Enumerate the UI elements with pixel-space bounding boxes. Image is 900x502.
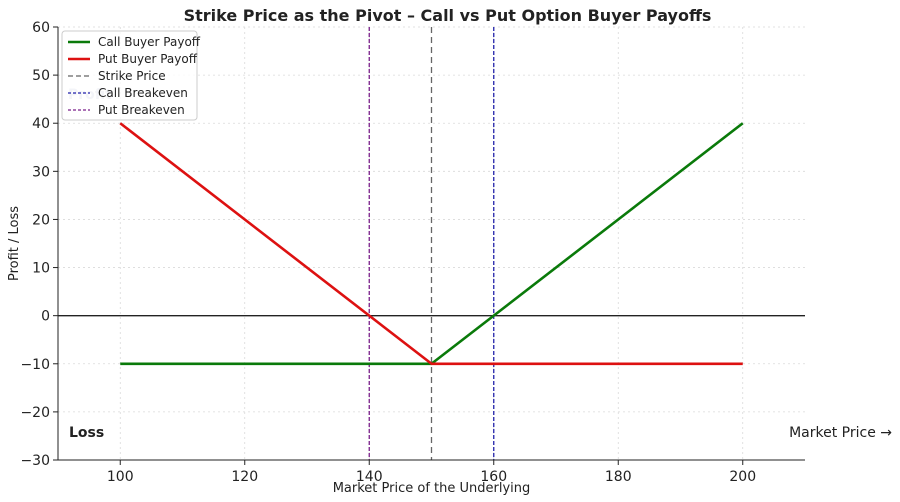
y-tick-label: 0	[41, 309, 50, 325]
legend-label: Put Breakeven	[98, 103, 185, 117]
legend-label: Call Buyer Payoff	[98, 35, 201, 49]
market-price-annotation: Market Price →	[789, 425, 892, 441]
x-axis-label: Market Price of the Underlying	[333, 481, 531, 496]
x-tick-label: 160	[480, 469, 507, 485]
x-tick-label: 180	[605, 469, 632, 485]
legend-box	[61, 30, 198, 121]
put-buyer-payoff-line	[119, 122, 743, 366]
y-tick-label: 30	[32, 164, 50, 180]
y-tick-label: 10	[32, 261, 50, 277]
y-tick-label: 60	[32, 20, 50, 36]
y-tick-label: 40	[32, 116, 50, 132]
y-tick-label: −20	[20, 405, 50, 421]
y-tick-label: 20	[32, 212, 50, 228]
x-tick-label: 120	[231, 469, 258, 485]
x-tick-label: 140	[356, 469, 383, 485]
x-tick-label: 100	[107, 469, 134, 485]
legend-label: Put Buyer Payoff	[98, 52, 198, 66]
legend-label: Strike Price	[98, 69, 166, 83]
y-tick-label: 50	[32, 68, 50, 84]
y-tick-label: −10	[20, 357, 50, 373]
x-tick-label: 200	[729, 469, 756, 485]
loss-annotation: Loss	[69, 425, 104, 441]
legend-label: Call Breakeven	[98, 86, 188, 100]
chart-title: Strike Price as the Pivot – Call vs Put …	[184, 6, 712, 25]
y-tick-label: −30	[20, 453, 50, 469]
y-axis-label: Profit / Loss	[7, 206, 22, 281]
